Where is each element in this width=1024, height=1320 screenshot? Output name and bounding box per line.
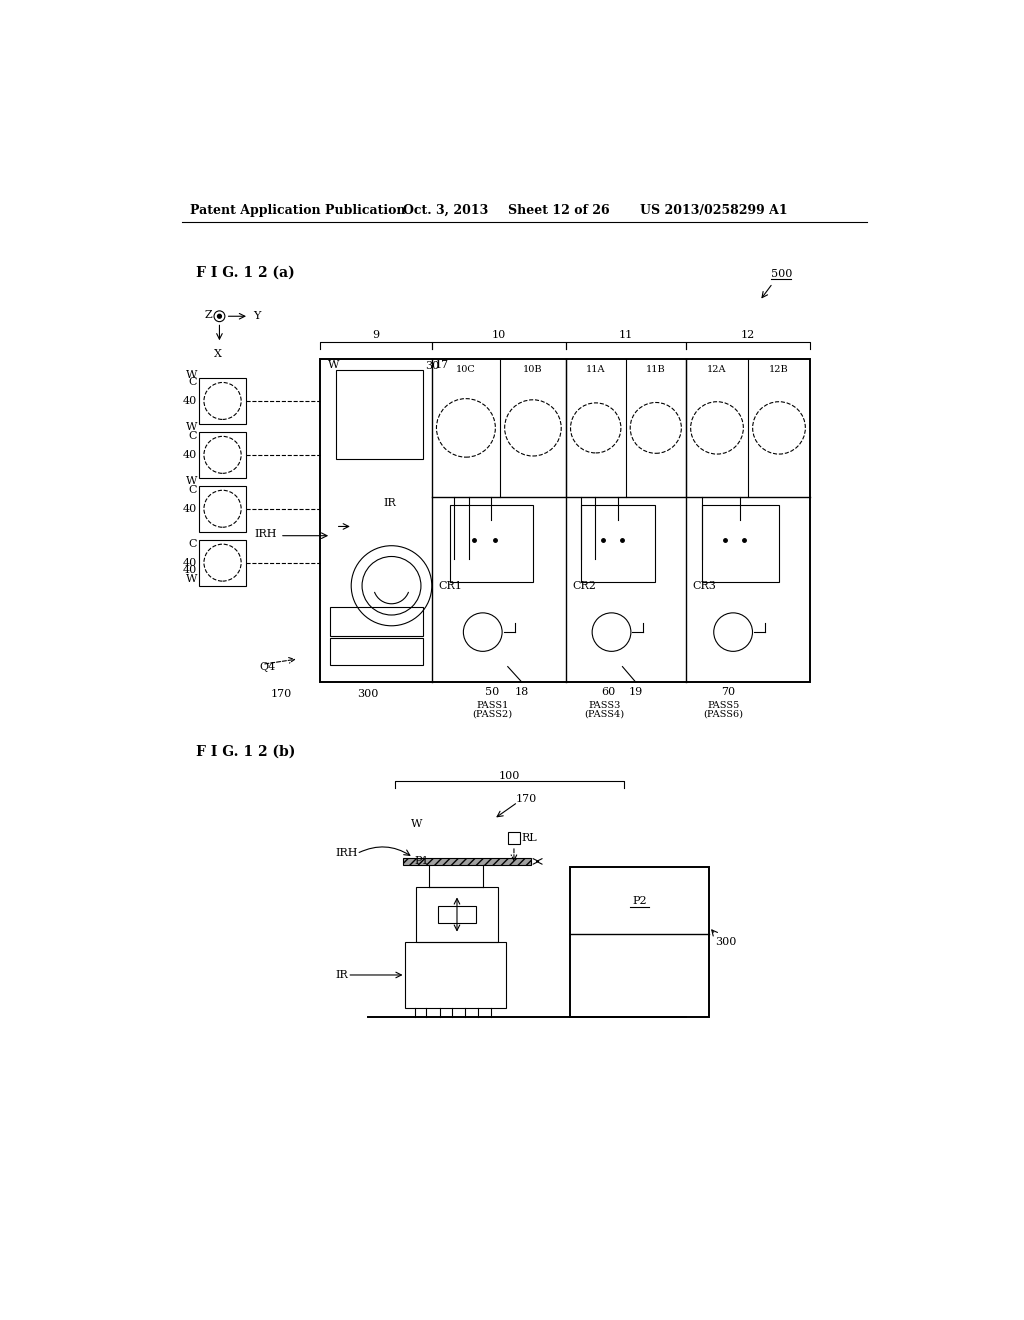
Text: 10C: 10C (456, 364, 476, 374)
Text: 11B: 11B (646, 364, 666, 374)
Bar (569, 867, 710, 1016)
Bar (417, 887, 498, 942)
Text: RL: RL (521, 833, 538, 843)
Text: 12A: 12A (708, 364, 727, 374)
Bar (406, 942, 506, 1007)
Text: P1: P1 (415, 855, 429, 866)
Bar (403, 858, 531, 866)
Bar (321, 359, 810, 682)
Text: 30: 30 (425, 362, 439, 371)
Text: W: W (185, 422, 197, 432)
Text: 10: 10 (492, 330, 506, 341)
Text: 12: 12 (741, 330, 755, 341)
Text: 40: 40 (182, 450, 197, 459)
Text: W: W (411, 820, 422, 829)
Text: P2: P2 (632, 895, 647, 906)
Text: PASS1: PASS1 (476, 701, 509, 710)
Text: Z: Z (204, 310, 212, 319)
Text: CR2: CR2 (572, 581, 596, 591)
Text: W: W (185, 477, 197, 486)
Text: US 2013/0258299 A1: US 2013/0258299 A1 (640, 205, 787, 218)
Text: C: C (188, 486, 197, 495)
Text: 40: 40 (182, 557, 197, 568)
Bar (200, 540, 246, 586)
Text: CR1: CR1 (438, 581, 462, 591)
Text: Q4: Q4 (260, 661, 276, 672)
Text: 17: 17 (435, 360, 450, 370)
Text: 60: 60 (601, 686, 615, 697)
Text: 50: 50 (485, 686, 500, 697)
Text: X: X (214, 348, 222, 359)
Text: 40: 40 (182, 565, 197, 576)
Text: 500: 500 (771, 269, 793, 279)
Text: 12B: 12B (769, 364, 788, 374)
Text: IR: IR (336, 970, 348, 979)
Text: 11: 11 (618, 330, 633, 341)
Bar (200, 486, 246, 532)
Bar (330, 638, 423, 665)
Text: 9: 9 (373, 330, 380, 341)
Text: IRH: IRH (336, 847, 358, 858)
Text: F I G. 1 2 (a): F I G. 1 2 (a) (197, 265, 295, 280)
Text: 40: 40 (182, 504, 197, 513)
Text: (PASS6): (PASS6) (703, 710, 743, 719)
Bar (450, 504, 532, 582)
Text: PASS3: PASS3 (589, 701, 621, 710)
Text: 11A: 11A (586, 364, 605, 374)
Bar (336, 370, 423, 459)
Text: (PASS4): (PASS4) (585, 710, 625, 719)
Text: C: C (188, 378, 197, 388)
Text: 170: 170 (515, 795, 537, 804)
Bar (701, 504, 778, 582)
Bar (437, 906, 476, 923)
Text: IRH: IRH (254, 529, 276, 539)
Text: CR3: CR3 (692, 581, 716, 591)
Text: 300: 300 (716, 937, 737, 946)
Text: C: C (188, 539, 197, 549)
Text: W: W (185, 574, 197, 585)
Bar (508, 832, 520, 845)
Text: 170: 170 (270, 689, 292, 698)
Text: Oct. 3, 2013: Oct. 3, 2013 (403, 205, 488, 218)
Text: PASS5: PASS5 (708, 701, 739, 710)
Text: 40: 40 (182, 396, 197, 407)
Text: (PASS2): (PASS2) (472, 710, 512, 719)
Bar (581, 504, 655, 582)
Text: C: C (188, 432, 197, 441)
Text: 18: 18 (515, 686, 528, 697)
Text: Y: Y (253, 312, 260, 321)
Bar (200, 432, 246, 478)
Text: 19: 19 (629, 686, 643, 697)
Text: 300: 300 (356, 689, 378, 698)
Circle shape (217, 314, 221, 318)
Text: 100: 100 (499, 771, 520, 781)
Text: F I G. 1 2 (b): F I G. 1 2 (b) (197, 744, 296, 758)
Text: W: W (185, 370, 197, 380)
Bar (330, 607, 423, 636)
Text: Patent Application Publication: Patent Application Publication (190, 205, 406, 218)
Bar (200, 378, 246, 424)
Text: IR: IR (384, 499, 396, 508)
Text: 70: 70 (722, 686, 735, 697)
Text: 10B: 10B (523, 364, 543, 374)
Text: W: W (328, 360, 339, 370)
Text: Sheet 12 of 26: Sheet 12 of 26 (508, 205, 609, 218)
